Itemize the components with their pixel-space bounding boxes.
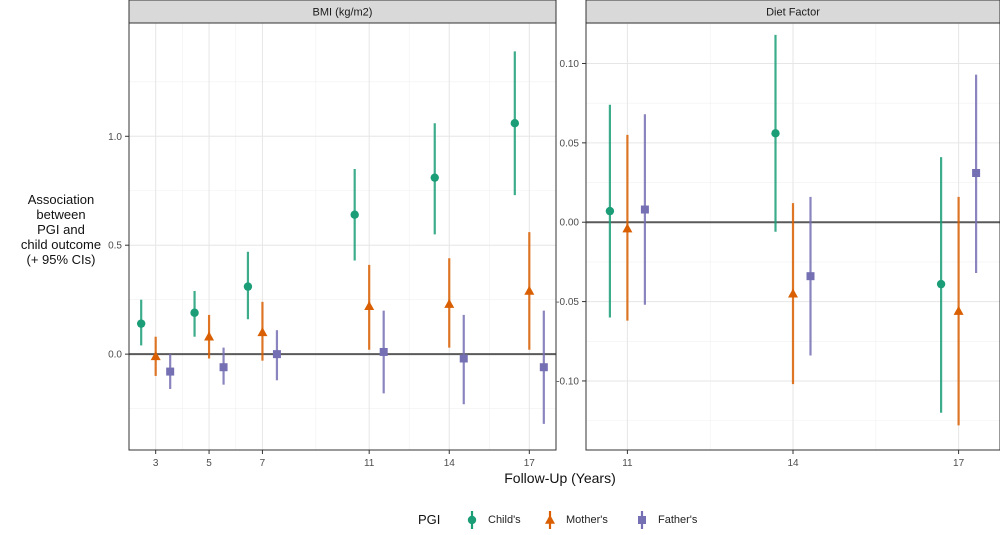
series-mothers [150, 232, 535, 376]
point-estimate [272, 350, 281, 359]
legend-label-fathers: Father's [658, 514, 698, 526]
point-estimate [150, 351, 161, 361]
facet-strip-title: Diet Factor [766, 7, 820, 19]
point-estimate [136, 319, 146, 328]
point-estimate [972, 169, 981, 178]
y-tick-label: -0.05 [556, 297, 579, 308]
point-estimate [190, 308, 199, 317]
point-estimate [640, 205, 649, 214]
y-tick-label: 0.10 [560, 59, 580, 70]
point-estimate [204, 331, 215, 341]
legend-key-marker [545, 514, 555, 524]
point-estimate [243, 282, 253, 291]
series-childs [605, 34, 946, 413]
y-axis-label: Association between PGI and child outcom… [20, 192, 102, 267]
legend-key-childs [467, 511, 477, 529]
legend-label-childs: Child's [488, 514, 521, 526]
series-childs [136, 51, 520, 346]
legend-label-mothers: Mother's [566, 514, 608, 526]
series-mothers [622, 134, 964, 426]
x-tick-label: 14 [787, 458, 799, 469]
point-estimate [806, 272, 815, 281]
x-tick-label: 11 [364, 458, 375, 469]
facet-panel-2: Diet Factor -0.10 -0.05 0.00 0.05 0.10 11 14 17 [556, 0, 1000, 469]
y-tick-label: 1.0 [108, 132, 122, 143]
x-tick-label: 14 [444, 458, 456, 469]
point-estimate [444, 298, 455, 308]
y-tick-label: 0.0 [108, 350, 122, 361]
point-estimate [364, 301, 375, 311]
point-estimate [605, 206, 615, 216]
point-estimate [524, 285, 535, 295]
x-axis-label: Follow-Up (Years) [504, 470, 616, 486]
point-estimate [953, 305, 964, 315]
legend-key-mothers [545, 511, 555, 529]
point-estimate [459, 354, 468, 363]
y-tick-label: 0.00 [560, 218, 580, 229]
legend-key-fathers [638, 511, 646, 529]
x-tick-label: 5 [206, 458, 212, 469]
x-tick-label: 7 [260, 458, 266, 469]
point-estimate [510, 119, 520, 128]
y-tick-label: -0.10 [556, 376, 579, 387]
x-tick-label: 17 [953, 458, 965, 469]
point-estimate [350, 210, 359, 219]
legend-key-marker [467, 515, 477, 525]
point-estimate [936, 279, 946, 289]
point-estimate [166, 367, 175, 376]
panel-border [128, 22, 557, 451]
point-estimate [219, 363, 228, 372]
legend-key-marker [638, 516, 646, 524]
x-tick-label: 11 [622, 458, 633, 469]
legend-title: PGI [418, 512, 441, 527]
point-estimate [379, 347, 388, 356]
facet-panel-1: BMI (kg/m2) 0.0 0.5 1.0 3 5 7 11 14 17 [108, 0, 557, 469]
point-estimate [788, 288, 798, 298]
point-estimate [430, 173, 439, 182]
point-estimate [622, 223, 633, 233]
y-tick-label: 0.5 [108, 241, 122, 252]
series-fathers [166, 310, 548, 424]
y-tick-label: 0.05 [560, 138, 580, 149]
legend: PGI Child's Mother's Father's [0, 509, 1000, 535]
point-estimate [539, 363, 548, 372]
point-estimate [257, 327, 268, 337]
series-fathers [640, 74, 981, 356]
facet-strip-title: BMI (kg/m2) [313, 7, 373, 19]
x-tick-label: 3 [153, 458, 159, 469]
point-estimate [771, 129, 780, 138]
x-tick-label: 17 [524, 458, 536, 469]
